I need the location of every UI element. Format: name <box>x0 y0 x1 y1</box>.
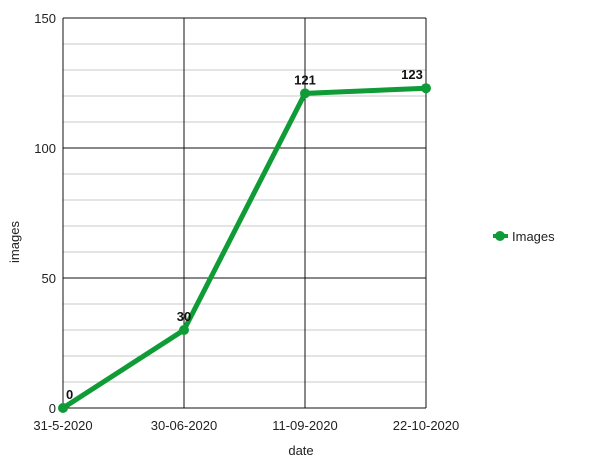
data-label: 123 <box>401 67 423 82</box>
x-axis-title: date <box>288 443 313 458</box>
data-point <box>58 403 68 413</box>
data-label: 0 <box>66 387 73 402</box>
x-tick-label: 31-5-2020 <box>33 418 92 433</box>
y-axis-title: images <box>7 221 22 263</box>
legend-swatch-marker <box>495 231 505 241</box>
y-tick-label: 150 <box>34 11 56 26</box>
y-tick-label: 100 <box>34 141 56 156</box>
series-layer <box>58 83 431 413</box>
series-line-images <box>60 85 429 411</box>
major-gridlines <box>62 17 427 409</box>
data-label: 121 <box>294 72 316 87</box>
minor-gridlines <box>63 43 426 383</box>
x-axis-ticks: 31-5-2020 30-06-2020 11-09-2020 22-10-2020 <box>33 418 459 433</box>
data-label: 30 <box>177 309 191 324</box>
legend: Images <box>493 229 555 244</box>
data-point <box>179 325 189 335</box>
x-tick-label: 11-09-2020 <box>272 418 338 433</box>
y-axis-ticks: 0 50 100 150 <box>34 11 56 416</box>
y-tick-label: 50 <box>42 271 56 286</box>
legend-entry-images: Images <box>512 229 555 244</box>
data-point <box>421 83 431 94</box>
data-point <box>300 88 310 99</box>
x-tick-label: 22-10-2020 <box>393 418 460 433</box>
data-labels: 0 30 121 123 <box>66 67 423 402</box>
x-tick-label: 30-06-2020 <box>151 418 218 433</box>
y-tick-label: 0 <box>49 401 56 416</box>
